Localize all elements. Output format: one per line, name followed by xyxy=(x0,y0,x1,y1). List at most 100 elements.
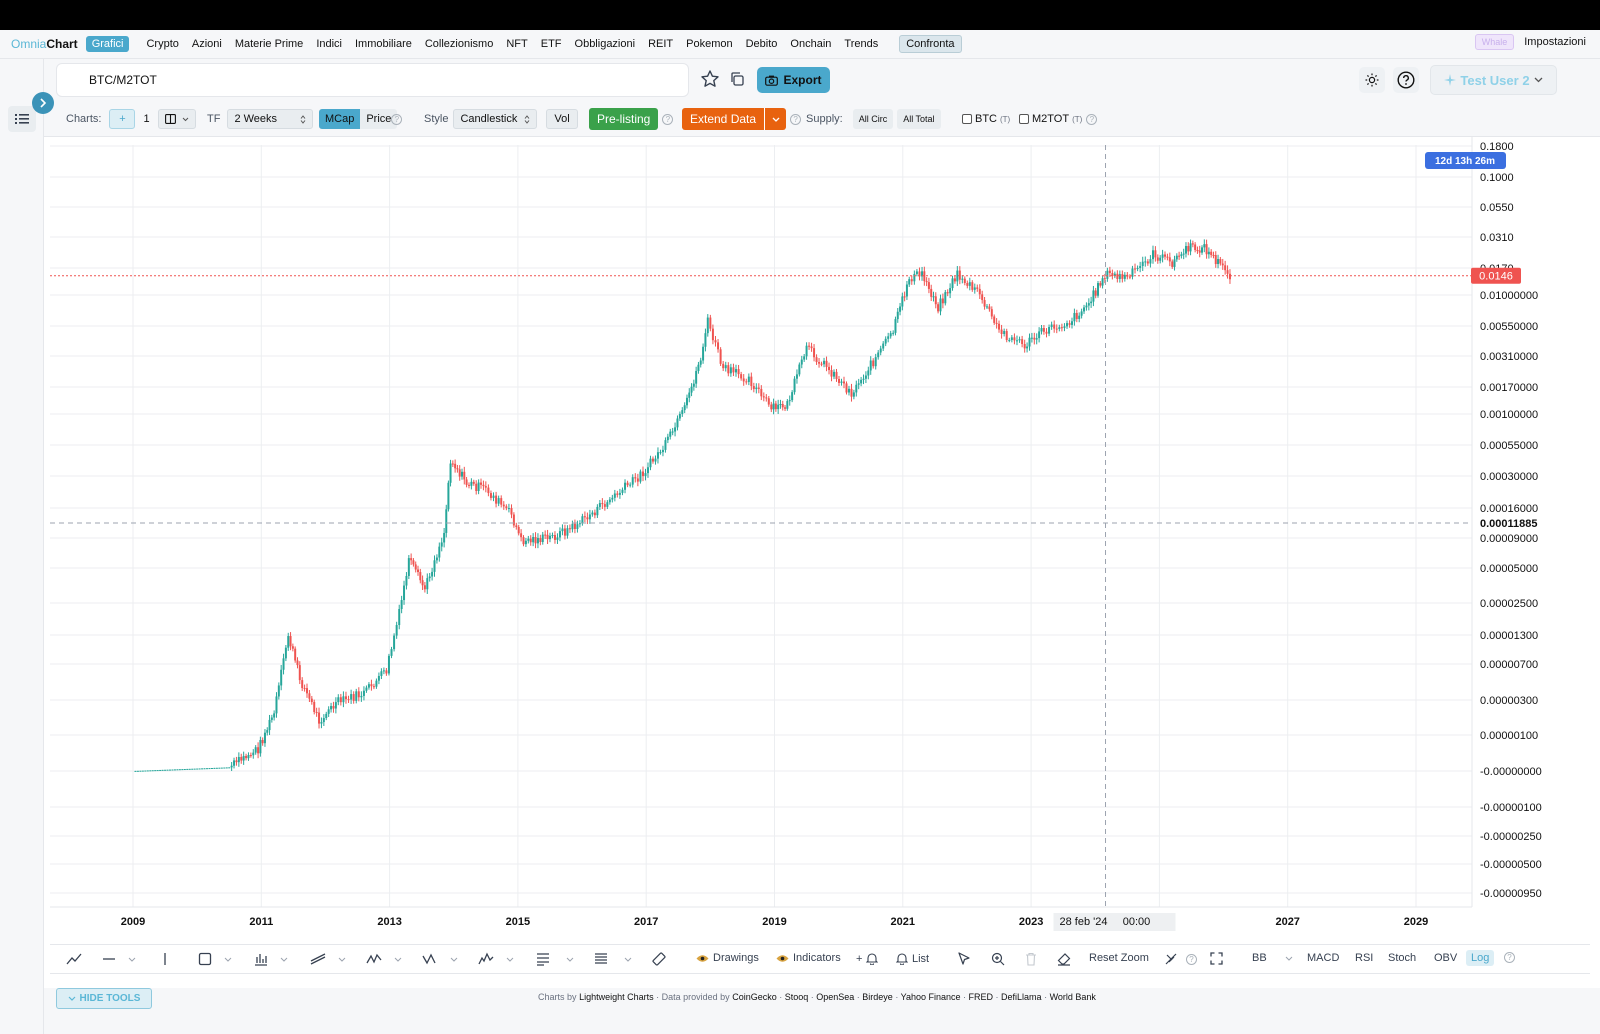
credit-stooq[interactable]: Stooq xyxy=(784,992,809,1002)
nav-item-pokemon[interactable]: Pokemon xyxy=(686,38,733,50)
btc-checkbox-group[interactable]: BTC (T) xyxy=(962,109,1010,129)
vol-toggle[interactable]: Vol xyxy=(546,109,578,129)
extend-data-dropdown[interactable] xyxy=(764,108,787,130)
vertical-line-tool[interactable] xyxy=(160,952,170,966)
star-icon[interactable] xyxy=(700,69,720,89)
candle-down xyxy=(998,323,1001,330)
candle-up xyxy=(134,770,137,772)
horizontal-line-tool[interactable] xyxy=(102,952,136,966)
bar-chart-tool[interactable] xyxy=(254,952,288,966)
delete-tool[interactable] xyxy=(1025,952,1037,966)
candle-up xyxy=(1189,243,1192,252)
trend-line-tool[interactable] xyxy=(66,952,82,966)
path-tool[interactable] xyxy=(366,952,402,966)
drawings-button[interactable]: Drawings xyxy=(696,952,759,964)
rsi-indicator-button[interactable]: RSI xyxy=(1355,952,1374,964)
add-chart-button[interactable]: + xyxy=(109,109,136,129)
log-help[interactable]: ? xyxy=(1500,952,1515,963)
candle-down xyxy=(1212,254,1215,256)
nav-item-obbligazioni[interactable]: Obbligazioni xyxy=(574,38,636,50)
elliott-wave-tool[interactable] xyxy=(478,952,514,966)
help-icon[interactable]: ? xyxy=(790,113,802,125)
whale-badge[interactable]: Whale xyxy=(1474,34,1515,50)
help-icon[interactable]: ? xyxy=(1186,953,1197,965)
m2tot-checkbox[interactable] xyxy=(1019,114,1029,124)
candle-down xyxy=(815,357,818,363)
nav-item-collezionismo[interactable]: Collezionismo xyxy=(424,38,494,50)
nav-item-grafici[interactable]: Grafici xyxy=(85,36,130,52)
stoch-indicator-button[interactable]: Stoch xyxy=(1388,952,1417,964)
style-select[interactable]: Candlestick xyxy=(453,109,538,129)
export-button[interactable]: Export xyxy=(757,67,830,93)
fullscreen-button[interactable] xyxy=(1210,952,1223,965)
nav-item-materie-prime[interactable]: Materie Prime xyxy=(234,38,304,50)
nav-item-debito[interactable]: Debito xyxy=(745,38,778,50)
pattern-tool[interactable] xyxy=(422,952,458,966)
nav-item-nft[interactable]: NFT xyxy=(506,38,528,50)
alert-list-button[interactable]: List xyxy=(896,952,929,965)
macd-indicator-button[interactable]: MACD xyxy=(1307,952,1340,964)
candle-up xyxy=(961,278,964,280)
fib-extension-tool[interactable] xyxy=(594,952,632,966)
symbol-search-input[interactable]: BTC/M2TOT xyxy=(56,63,689,97)
copy-icon[interactable] xyxy=(729,71,745,87)
help-icon[interactable]: ? xyxy=(391,113,403,125)
timeframe-select[interactable]: 2 Weeks xyxy=(227,109,314,129)
nav-item-azioni[interactable]: Azioni xyxy=(191,38,222,50)
credit-lightweight[interactable]: Lightweight Charts xyxy=(579,992,654,1002)
expand-sidebar-button[interactable] xyxy=(32,92,54,114)
help-icon[interactable]: ? xyxy=(1504,952,1515,963)
obv-indicator-button[interactable]: OBV xyxy=(1434,952,1458,964)
nav-item-etf[interactable]: ETF xyxy=(540,38,562,50)
cursor-tool[interactable] xyxy=(958,952,971,966)
log-scale-toggle[interactable]: Log xyxy=(1466,950,1495,966)
credit-coingecko[interactable]: CoinGecko xyxy=(732,992,777,1002)
user-menu-button[interactable]: Test User 2 xyxy=(1430,65,1557,95)
candle-up xyxy=(154,770,157,772)
nav-item-immobiliare[interactable]: Immobiliare xyxy=(355,38,412,50)
credit-fred[interactable]: FRED xyxy=(968,992,994,1002)
help-icon[interactable]: ? xyxy=(662,113,674,125)
credit-opensea[interactable]: OpenSea xyxy=(816,992,855,1002)
fib-retracement-tool[interactable] xyxy=(536,952,574,966)
candle-up xyxy=(242,755,245,761)
extend-data-button[interactable]: Extend Data xyxy=(682,108,765,130)
nav-item-onchain[interactable]: Onchain xyxy=(790,38,832,50)
prelisting-button[interactable]: Pre-listing xyxy=(589,108,659,130)
credit-yahoo-finance[interactable]: Yahoo Finance xyxy=(900,992,961,1002)
theme-toggle-button[interactable] xyxy=(1359,67,1385,93)
hide-tools-button[interactable]: HIDE TOOLS xyxy=(56,988,152,1009)
magnet-tool[interactable]: ? xyxy=(1164,952,1197,966)
rectangle-tool[interactable] xyxy=(198,952,232,966)
nav-item-reit[interactable]: REIT xyxy=(648,38,674,50)
help-button[interactable] xyxy=(1393,67,1419,93)
credit-defillama[interactable]: DefiLlama xyxy=(1001,992,1042,1002)
compare-button[interactable]: Confronta xyxy=(899,35,962,53)
add-alert-button[interactable]: + xyxy=(856,952,879,965)
measure-tool[interactable] xyxy=(652,952,666,966)
nav-item-indici[interactable]: Indici xyxy=(316,38,342,50)
charts-count-group: Charts: + 1 xyxy=(66,109,196,129)
credit-birdeye[interactable]: Birdeye xyxy=(862,992,893,1002)
all-total-button[interactable]: All Total xyxy=(897,109,941,129)
price-toggle[interactable]: Price xyxy=(360,109,398,129)
layout-select[interactable] xyxy=(157,109,196,129)
eraser-tool[interactable] xyxy=(1057,952,1071,966)
brand-logo[interactable]: Omnia Chart xyxy=(11,37,78,51)
price-chart[interactable]: 2009201120132015201720192021202325202720… xyxy=(44,137,1600,933)
bb-indicator-button[interactable]: BB xyxy=(1252,952,1293,964)
all-circ-button[interactable]: All Circ xyxy=(852,109,894,129)
zoom-tool[interactable] xyxy=(991,952,1005,966)
btc-checkbox[interactable] xyxy=(962,114,972,124)
nav-item-crypto[interactable]: Crypto xyxy=(146,38,179,50)
nav-item-trends[interactable]: Trends xyxy=(844,38,879,50)
help-icon[interactable]: ? xyxy=(1086,113,1098,125)
reset-zoom-button[interactable]: Reset Zoom xyxy=(1089,952,1149,964)
indicators-button[interactable]: Indicators xyxy=(776,952,841,964)
mcap-toggle[interactable]: MCap xyxy=(319,109,361,129)
credit-world-bank[interactable]: World Bank xyxy=(1049,992,1096,1002)
settings-link[interactable]: Impostazioni xyxy=(1524,36,1586,48)
m2tot-checkbox-group[interactable]: M2TOT (T) ? xyxy=(1019,109,1098,129)
list-toggle-button[interactable] xyxy=(8,106,36,132)
parallel-channel-tool[interactable] xyxy=(310,952,346,966)
